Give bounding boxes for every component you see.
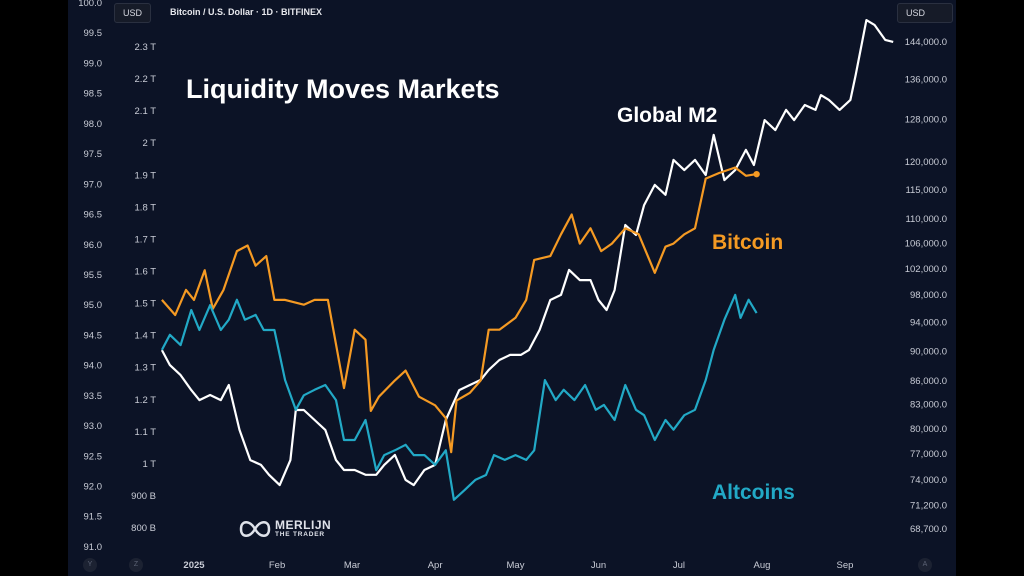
x-tick-label: May — [507, 560, 525, 571]
auto-scale-button[interactable]: A — [918, 558, 932, 572]
left-inner-tick-label: 800 B — [131, 523, 156, 534]
currency-left-button[interactable]: USD — [114, 3, 152, 23]
left-outer-tick-label: 93.0 — [84, 421, 103, 432]
chart-title: Liquidity Moves Markets — [186, 74, 500, 104]
right-tick-label: 106,000.0 — [905, 239, 947, 250]
bitcoin-line — [161, 166, 757, 454]
right-tick-label: 80,000.0 — [910, 424, 947, 435]
x-tick-label: Mar — [344, 560, 360, 571]
left-outer-tick-label: 95.5 — [84, 270, 103, 281]
left-outer-tick-label: 95.0 — [84, 300, 103, 311]
right-tick-label: 144,000.0 — [905, 37, 947, 48]
bitcoin-last-price-dot — [753, 170, 760, 178]
left-inner-tick-label: 1.8 T — [135, 202, 157, 213]
z-axis-button[interactable]: Z — [129, 558, 143, 572]
x-tick-label: Sep — [837, 560, 854, 571]
watermark-line2: THE TRADER — [275, 531, 325, 538]
left-outer-tick-label: 99.5 — [84, 28, 103, 39]
right-tick-label: 68,700.0 — [910, 524, 947, 535]
left-outer-tick-label: 92.0 — [84, 482, 103, 493]
watermark-logo: MERLIJN THE TRADER — [238, 518, 331, 540]
infinity-logo-icon — [239, 521, 271, 537]
left-outer-tick-label: 100.0 — [78, 0, 102, 9]
global-m2-label: Global M2 — [617, 104, 718, 127]
left-inner-tick-label: 1.7 T — [135, 234, 157, 245]
currency-right-button[interactable]: USD — [897, 3, 953, 23]
altcoins-line — [160, 293, 758, 501]
right-tick-label: 98,000.0 — [910, 290, 947, 301]
right-tick-label: 71,200.0 — [910, 500, 947, 511]
left-outer-tick-label: 94.5 — [84, 330, 103, 341]
left-outer-tick-label: 94.0 — [84, 361, 103, 372]
altcoins-label: Altcoins — [712, 481, 795, 504]
left-inner-tick-label: 2.2 T — [135, 74, 157, 85]
left-outer-tick-label: 96.5 — [84, 210, 103, 221]
left-outer-tick-label: 99.0 — [84, 58, 103, 69]
right-tick-label: 86,000.0 — [910, 376, 947, 387]
left-inner-tick-label: 1.6 T — [135, 266, 157, 277]
left-outer-tick-label: 98.0 — [84, 119, 103, 130]
left-inner-tick-label: 1.2 T — [135, 395, 157, 406]
x-tick-label: Aug — [753, 560, 770, 571]
left-inner-tick-label: 1.1 T — [135, 427, 157, 438]
right-tick-label: 77,000.0 — [910, 449, 947, 460]
right-tick-label: 120,000.0 — [905, 157, 947, 168]
left-outer-tick-label: 97.0 — [84, 179, 103, 190]
symbol-title: Bitcoin / U.S. Dollar · 1D · BITFINEX — [170, 7, 323, 17]
right-tick-label: 136,000.0 — [905, 75, 947, 86]
left-outer-tick-label: 91.0 — [84, 542, 103, 553]
x-tick-label: Jun — [591, 560, 606, 571]
x-tick-label: 2025 — [183, 560, 205, 571]
left-inner-tick-label: 2.1 T — [135, 106, 157, 117]
left-inner-tick-label: 900 B — [131, 491, 156, 502]
left-inner-tick-label: 1.3 T — [135, 363, 157, 374]
global-m2-line — [160, 19, 894, 487]
left-inner-tick-label: 2.3 T — [135, 42, 157, 53]
left-inner-tick-label: 1 T — [142, 459, 156, 470]
right-tick-label: 128,000.0 — [905, 115, 947, 126]
x-tick-label: Jul — [673, 560, 685, 571]
left-inner-tick-label: 1.4 T — [135, 331, 157, 342]
right-tick-label: 115,000.0 — [905, 185, 947, 196]
left-outer-tick-label: 96.0 — [84, 240, 103, 251]
left-outer-tick-label: 97.5 — [84, 149, 103, 160]
left-outer-tick-label: 92.5 — [84, 451, 103, 462]
right-tick-label: 102,000.0 — [905, 264, 947, 275]
left-inner-tick-label: 1.9 T — [135, 170, 157, 181]
left-outer-tick-label: 91.5 — [84, 512, 103, 523]
y-axis-button[interactable]: Y — [83, 558, 97, 572]
x-tick-label: Apr — [428, 560, 443, 571]
chart-panel — [68, 0, 956, 576]
right-tick-label: 110,000.0 — [905, 214, 947, 225]
left-outer-tick-label: 98.5 — [84, 89, 103, 100]
watermark-line1: MERLIJN — [275, 518, 332, 532]
left-inner-tick-label: 1.5 T — [135, 299, 157, 310]
right-tick-label: 83,000.0 — [910, 400, 947, 411]
x-tick-label: Feb — [269, 560, 285, 571]
right-tick-label: 90,000.0 — [910, 346, 947, 357]
left-inner-tick-label: 2 T — [142, 138, 156, 149]
left-outer-tick-label: 93.5 — [84, 391, 103, 402]
right-tick-label: 74,000.0 — [910, 475, 947, 486]
right-tick-label: 94,000.0 — [910, 318, 947, 329]
bitcoin-label: Bitcoin — [712, 231, 784, 254]
